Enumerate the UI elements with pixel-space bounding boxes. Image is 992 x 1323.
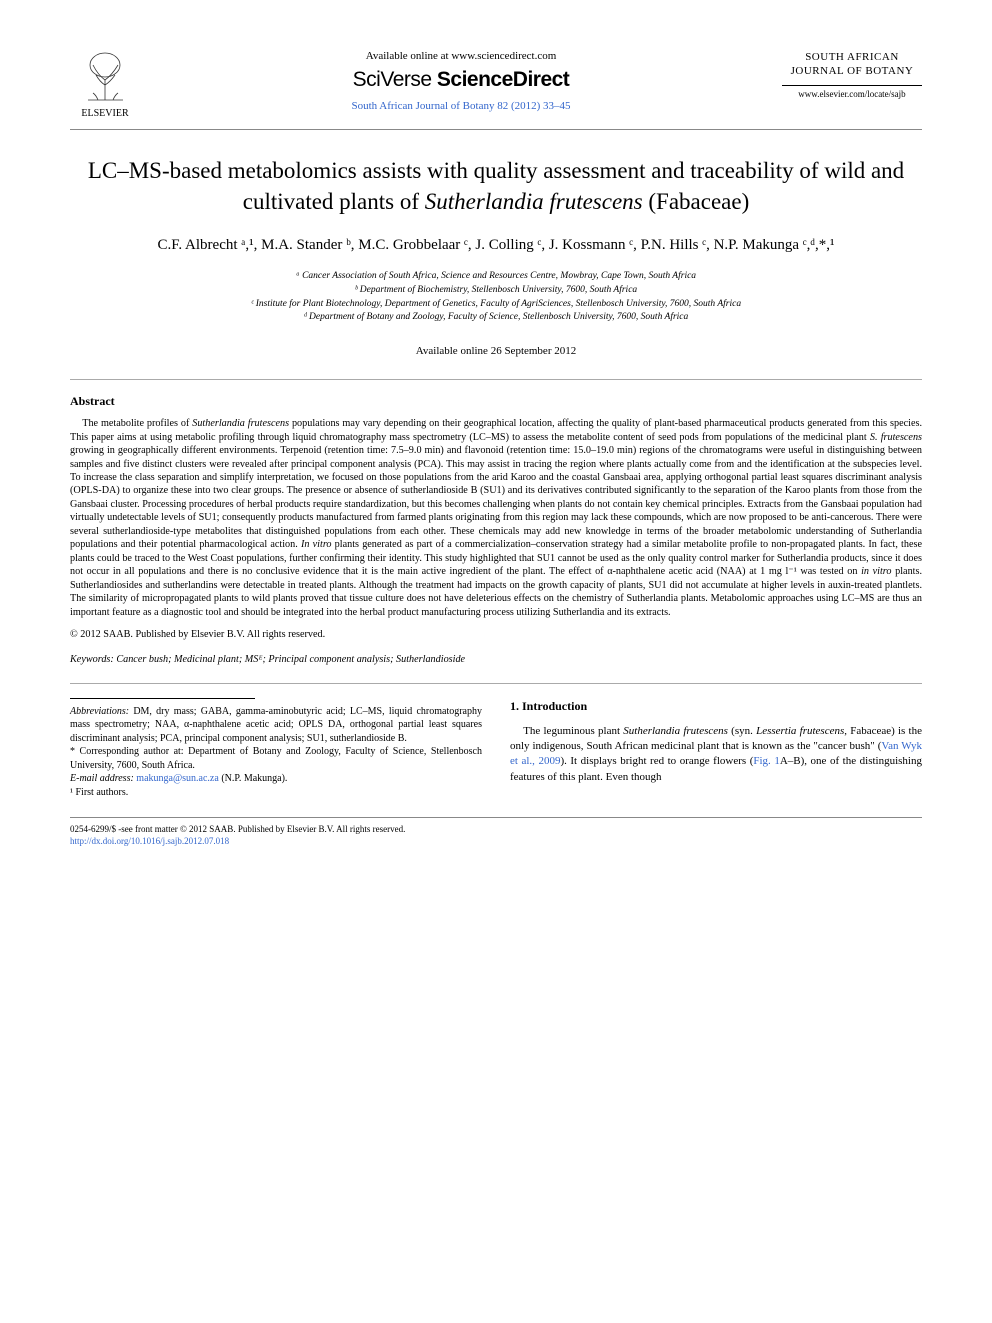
available-online-line: Available online at www.sciencedirect.co…	[160, 50, 762, 62]
journal-name: SOUTH AFRICAN JOURNAL OF BOTANY	[782, 50, 922, 79]
affil-c: ᶜ Institute for Plant Biotechnology, Dep…	[70, 298, 922, 312]
front-matter-line: 0254-6299/$ -see front matter © 2012 SAA…	[70, 824, 922, 836]
figure-link[interactable]: Fig. 1	[753, 755, 779, 767]
header: ELSEVIER Available online at www.science…	[70, 50, 922, 119]
author-list: C.F. Albrecht ᵃ,¹, M.A. Stander ᵇ, M.C. …	[70, 235, 922, 256]
keywords: Keywords: Cancer bush; Medicinal plant; …	[70, 654, 922, 665]
article-title: LC–MS-based metabolomics assists with qu…	[70, 155, 922, 217]
right-column: 1. Introduction The leguminous plant Sut…	[510, 698, 922, 800]
corresponding-author-footnote: * Corresponding author at: Department of…	[70, 745, 482, 772]
footer-rule	[70, 817, 922, 818]
sciencedirect-logo: SciVerse ScienceDirect	[160, 68, 762, 92]
email-footnote: E-mail address: makunga@sun.ac.za (N.P. …	[70, 772, 482, 786]
two-column-body: Abbreviations: DM, dry mass; GABA, gamma…	[70, 698, 922, 800]
affil-a: ᵃ Cancer Association of South Africa, Sc…	[70, 270, 922, 284]
affil-d: ᵈ Department of Botany and Zoology, Facu…	[70, 311, 922, 325]
introduction-heading: 1. Introduction	[510, 698, 922, 714]
abstract-heading: Abstract	[70, 394, 922, 409]
header-center: Available online at www.sciencedirect.co…	[140, 50, 782, 112]
elsevier-tree-icon	[78, 50, 133, 105]
email-link[interactable]: makunga@sun.ac.za	[134, 773, 219, 784]
header-rule	[70, 129, 922, 130]
doi-link[interactable]: http://dx.doi.org/10.1016/j.sajb.2012.07…	[70, 836, 922, 848]
footnote-rule	[70, 698, 255, 699]
left-column: Abbreviations: DM, dry mass; GABA, gamma…	[70, 698, 482, 800]
intro-paragraph: The leguminous plant Sutherlandia frutes…	[510, 724, 922, 785]
publisher-name: ELSEVIER	[70, 108, 140, 119]
abstract-body: The metabolite profiles of Sutherlandia …	[70, 417, 922, 619]
first-authors-footnote: ¹ First authors.	[70, 786, 482, 800]
divider	[782, 85, 922, 86]
locate-url[interactable]: www.elsevier.com/locate/sajb	[782, 89, 922, 99]
section-rule-2	[70, 683, 922, 684]
affiliations: ᵃ Cancer Association of South Africa, Sc…	[70, 270, 922, 325]
abbreviations-footnote: Abbreviations: DM, dry mass; GABA, gamma…	[70, 705, 482, 746]
publication-date: Available online 26 September 2012	[70, 345, 922, 357]
journal-citation[interactable]: South African Journal of Botany 82 (2012…	[160, 100, 762, 112]
copyright-line: © 2012 SAAB. Published by Elsevier B.V. …	[70, 629, 922, 640]
section-rule	[70, 379, 922, 380]
affil-b: ᵇ Department of Biochemistry, Stellenbos…	[70, 284, 922, 298]
publisher-logo: ELSEVIER	[70, 50, 140, 119]
footer: 0254-6299/$ -see front matter © 2012 SAA…	[70, 824, 922, 847]
journal-title-box: SOUTH AFRICAN JOURNAL OF BOTANY www.else…	[782, 50, 922, 99]
